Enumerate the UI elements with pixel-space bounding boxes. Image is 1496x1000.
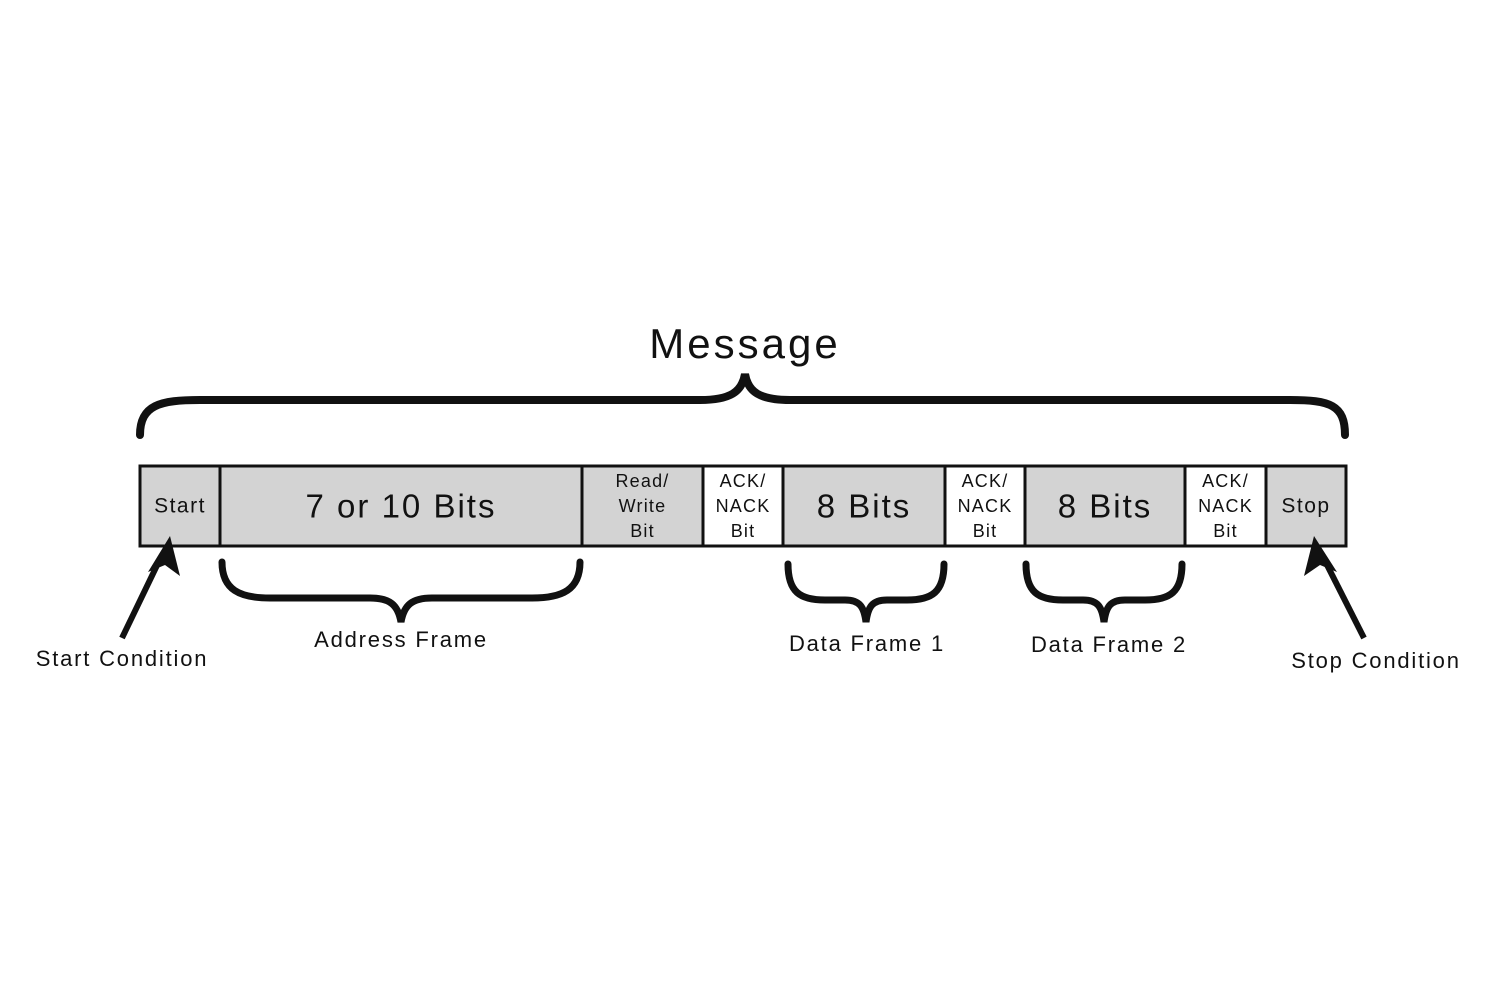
message-title: Message xyxy=(649,320,840,367)
cell-stop: Stop xyxy=(1264,464,1348,548)
data-frame-2-label: Data Frame 2 xyxy=(1031,632,1187,657)
cell-ack-nack-2-text: ACK/ xyxy=(962,471,1009,491)
cell-read-write-bit: Read/Write Bit xyxy=(580,464,705,548)
cell-ack-nack-3-box xyxy=(1183,464,1268,548)
cell-data-bits-1-box xyxy=(781,464,947,548)
cell-start-text: Start xyxy=(154,495,206,518)
cell-read-write-bit-box xyxy=(580,464,705,548)
cell-start: Start xyxy=(138,464,222,548)
cell-address-bits: 7 or 10 Bits xyxy=(218,464,584,548)
data-frame-1-label: Data Frame 1 xyxy=(789,631,945,656)
cell-stop-box xyxy=(1264,464,1348,548)
cell-data-bits-1: 8 Bits xyxy=(781,464,947,548)
cell-data-bits-1-text: 8 Bits xyxy=(817,488,912,525)
cell-ack-nack-2-text: NACK xyxy=(958,496,1013,516)
address-frame-brace xyxy=(218,558,584,623)
cell-data-bits-2-box xyxy=(1023,464,1187,548)
stop-condition-label: Stop Condition xyxy=(1291,648,1461,673)
stop-condition-arrow xyxy=(1304,536,1367,640)
cell-read-write-bit-text: Bit xyxy=(630,521,655,541)
cell-ack-nack-1: ACK/NACK Bit xyxy=(701,464,785,548)
cell-ack-nack-3-text: ACK/ xyxy=(1202,471,1249,491)
data-frame-1-brace xyxy=(784,560,948,623)
cell-read-write-bit-text: Read/ xyxy=(615,471,669,491)
address-frame-label: Address Frame xyxy=(314,627,488,652)
cell-ack-nack-2-box xyxy=(943,464,1027,548)
data-frame-2-brace xyxy=(1022,560,1186,623)
start-condition-label: Start Condition xyxy=(36,646,209,671)
cell-ack-nack-3-text: NACK xyxy=(1198,496,1253,516)
cell-data-bits-2: 8 Bits xyxy=(1023,464,1187,548)
cell-address-bits-text: 7 or 10 Bits xyxy=(306,488,497,525)
cell-ack-nack-3: ACK/NACK Bit xyxy=(1183,464,1268,548)
cell-stop-text: Stop xyxy=(1281,495,1330,518)
message-bit-fields: Start 7 or 10 Bits Read/Write Bit ACK/NACK Bi… xyxy=(138,464,1348,548)
cell-ack-nack-1-text: NACK xyxy=(716,496,771,516)
cell-data-bits-2-text: 8 Bits xyxy=(1058,488,1153,525)
cell-ack-nack-1-text: ACK/ xyxy=(720,471,767,491)
cell-ack-nack-2: ACK/NACK Bit xyxy=(943,464,1027,548)
cell-read-write-bit-text: Write xyxy=(619,496,667,516)
cell-ack-nack-2-text: Bit xyxy=(973,521,998,541)
cell-ack-nack-1-text: Bit xyxy=(731,521,756,541)
start-condition-arrow xyxy=(119,536,180,640)
message-brace xyxy=(136,373,1349,439)
cell-address-bits-box xyxy=(218,464,584,548)
cell-ack-nack-3-text: Bit xyxy=(1213,521,1238,541)
cell-start-box xyxy=(138,464,222,548)
